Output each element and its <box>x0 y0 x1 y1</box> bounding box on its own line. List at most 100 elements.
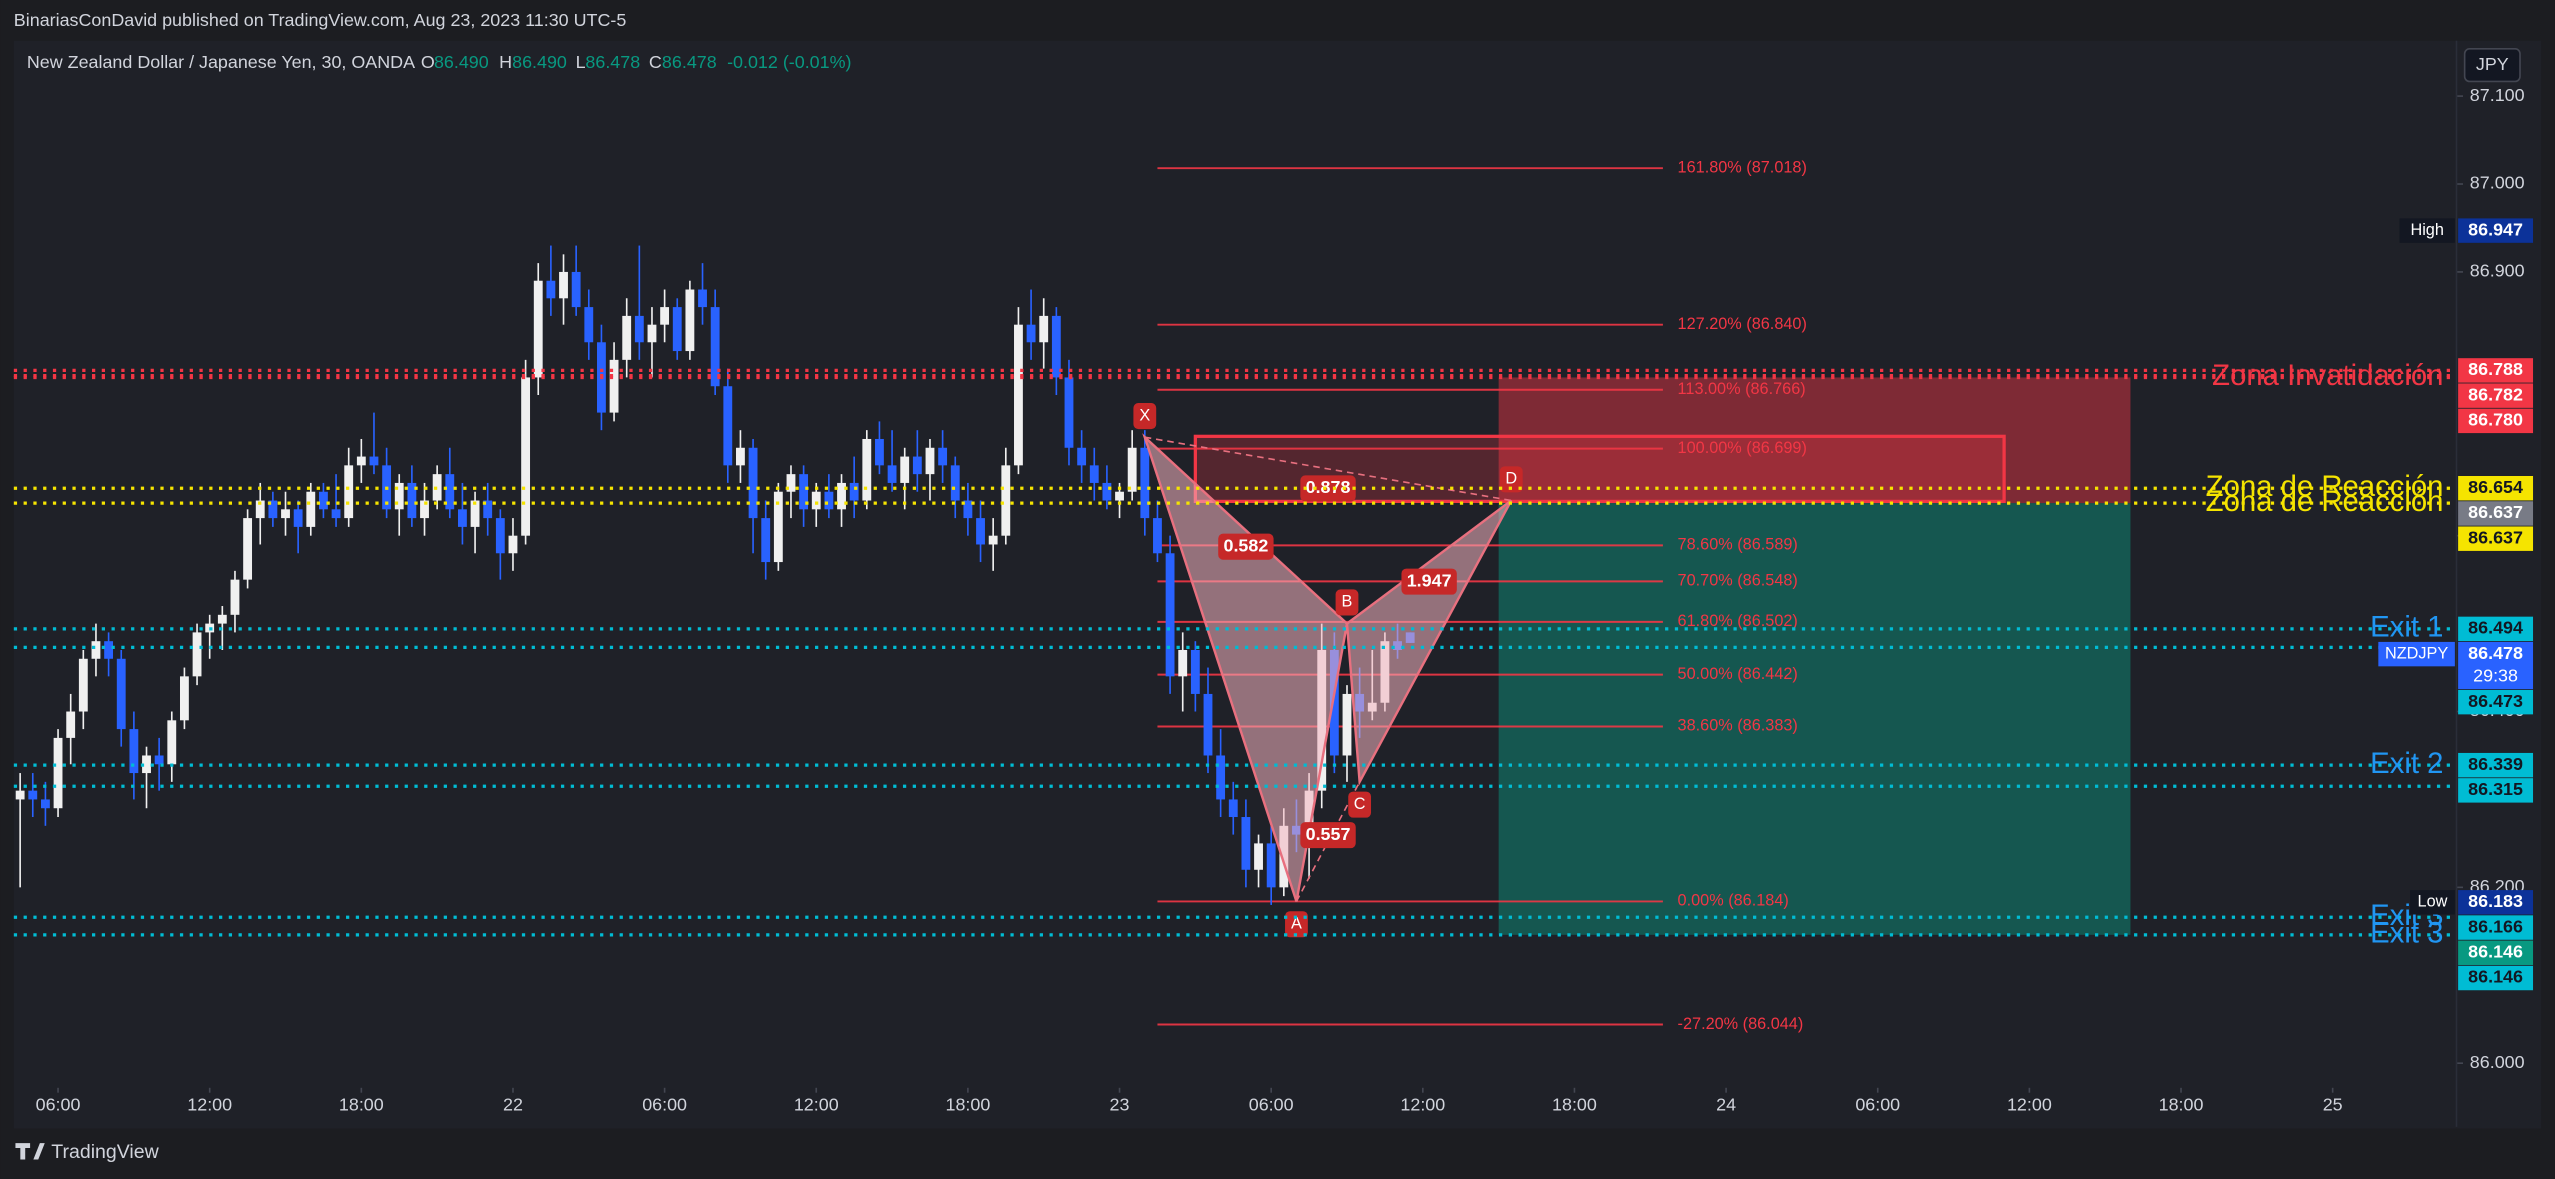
ratio-badge <box>1300 475 1356 502</box>
candle-body <box>15 790 25 800</box>
price-tag <box>2458 778 2534 803</box>
candle-body <box>988 535 998 545</box>
candle-body <box>672 307 682 352</box>
fib-label: 61.80% (86.502) <box>1678 612 1798 630</box>
ratio-label: 0.878 <box>1306 477 1351 497</box>
candle-body <box>521 377 531 536</box>
candle-body <box>1165 553 1175 677</box>
candle-body <box>862 438 872 501</box>
candle-body <box>546 280 556 299</box>
candle-body <box>28 790 38 800</box>
candle-body <box>837 482 846 510</box>
candle-body <box>356 456 366 466</box>
candle-body <box>255 500 265 519</box>
note: Exit 2 <box>2370 747 2443 780</box>
candle-body <box>306 491 316 527</box>
pattern-point-label: D <box>1505 470 1517 488</box>
c-label: C <box>649 52 662 72</box>
candle-body <box>1001 465 1011 536</box>
candle-body <box>281 509 290 519</box>
close: 86.478 <box>662 52 717 72</box>
candle-body <box>849 482 859 501</box>
candle-body <box>53 737 63 809</box>
pattern-ratio-line <box>1144 436 1512 502</box>
price-tag <box>2458 475 2534 501</box>
ratio-badge <box>1300 822 1356 849</box>
candle-body <box>293 509 303 527</box>
candle-body <box>217 614 227 624</box>
candle-body <box>268 500 278 519</box>
price-tag-label: 86.339 <box>2468 754 2523 774</box>
candle-body <box>1342 693 1352 756</box>
candle-body <box>192 632 202 677</box>
change: -0.012 (-0.01%) <box>727 52 851 72</box>
candle-body <box>1064 377 1074 448</box>
price-tag-label: 86.473 <box>2468 691 2523 711</box>
candle-body <box>559 271 568 299</box>
candle-body <box>900 456 910 483</box>
price-tag-label: 86.183 <box>2468 891 2523 911</box>
price-tag <box>2458 965 2534 991</box>
x-tick-label: 06:00 <box>36 1094 81 1114</box>
candle-body <box>584 307 594 343</box>
marker-name: High <box>2410 221 2443 239</box>
fib-label: -27.20% (86.044) <box>1678 1015 1804 1033</box>
candle-body <box>773 491 783 563</box>
candle-body <box>824 491 834 510</box>
currency[interactable]: JPY <box>2476 54 2509 74</box>
note: Zona de Reacción <box>2206 485 2444 518</box>
candle-body <box>1115 491 1124 501</box>
pattern-point <box>1348 791 1372 818</box>
price-tag <box>2458 358 2534 383</box>
candle-body <box>710 307 720 387</box>
price-tag <box>2458 890 2534 915</box>
marker-extra: 29:38 <box>2473 666 2518 686</box>
candle-body <box>78 658 88 712</box>
ratio-badge <box>1401 568 1457 595</box>
price-tag-label: 86.146 <box>2468 967 2523 987</box>
fib-label: 100.00% (86.699) <box>1678 439 1807 457</box>
l-label: L <box>576 52 586 72</box>
fib-label: 70.70% (86.548) <box>1678 572 1798 590</box>
currency-button[interactable] <box>2463 48 2521 83</box>
candle-body <box>394 482 404 510</box>
candle-body <box>875 438 884 466</box>
candle-body <box>230 579 240 615</box>
publisher: BinariasConDavid published on TradingVie… <box>14 10 627 30</box>
x-tick-label: 22 <box>503 1094 523 1114</box>
candle-body <box>1241 817 1251 870</box>
price-tag-label: 86.788 <box>2468 359 2523 379</box>
candle-body <box>938 447 948 466</box>
fib-label: 78.60% (86.589) <box>1678 536 1798 554</box>
ratio-label: 1.947 <box>1407 570 1452 590</box>
candle-body <box>1140 447 1150 519</box>
price-tag <box>2458 408 2534 434</box>
candle-body <box>1190 649 1200 694</box>
candle-body <box>369 456 379 466</box>
candle-body <box>976 518 985 545</box>
pattern-point-label: B <box>1342 593 1353 611</box>
fib-label: 127.20% (86.840) <box>1678 315 1807 333</box>
candle-body <box>698 289 707 308</box>
pattern-ratio-line <box>1346 499 1512 625</box>
low: 86.478 <box>585 52 640 72</box>
candle-body <box>1077 447 1087 466</box>
x-tick-label: 06:00 <box>642 1094 687 1114</box>
candle-body <box>470 500 480 527</box>
marker-name: Low <box>2418 893 2448 911</box>
candle-body <box>1102 482 1112 501</box>
candle-body <box>887 465 897 483</box>
candle-body <box>1329 649 1339 756</box>
x-tick-label: 18:00 <box>339 1094 384 1114</box>
candle-body <box>1039 315 1049 343</box>
candle-body <box>1014 324 1023 466</box>
price-tag-label: 86.637 <box>2468 527 2523 547</box>
candle-body <box>445 474 455 510</box>
high: 86.490 <box>512 52 567 72</box>
candle-body <box>1266 843 1276 888</box>
pattern-point <box>1499 466 1523 493</box>
marker-name-tag <box>2399 218 2455 243</box>
candle-body <box>634 315 644 343</box>
pattern-point-label: A <box>1291 915 1302 933</box>
